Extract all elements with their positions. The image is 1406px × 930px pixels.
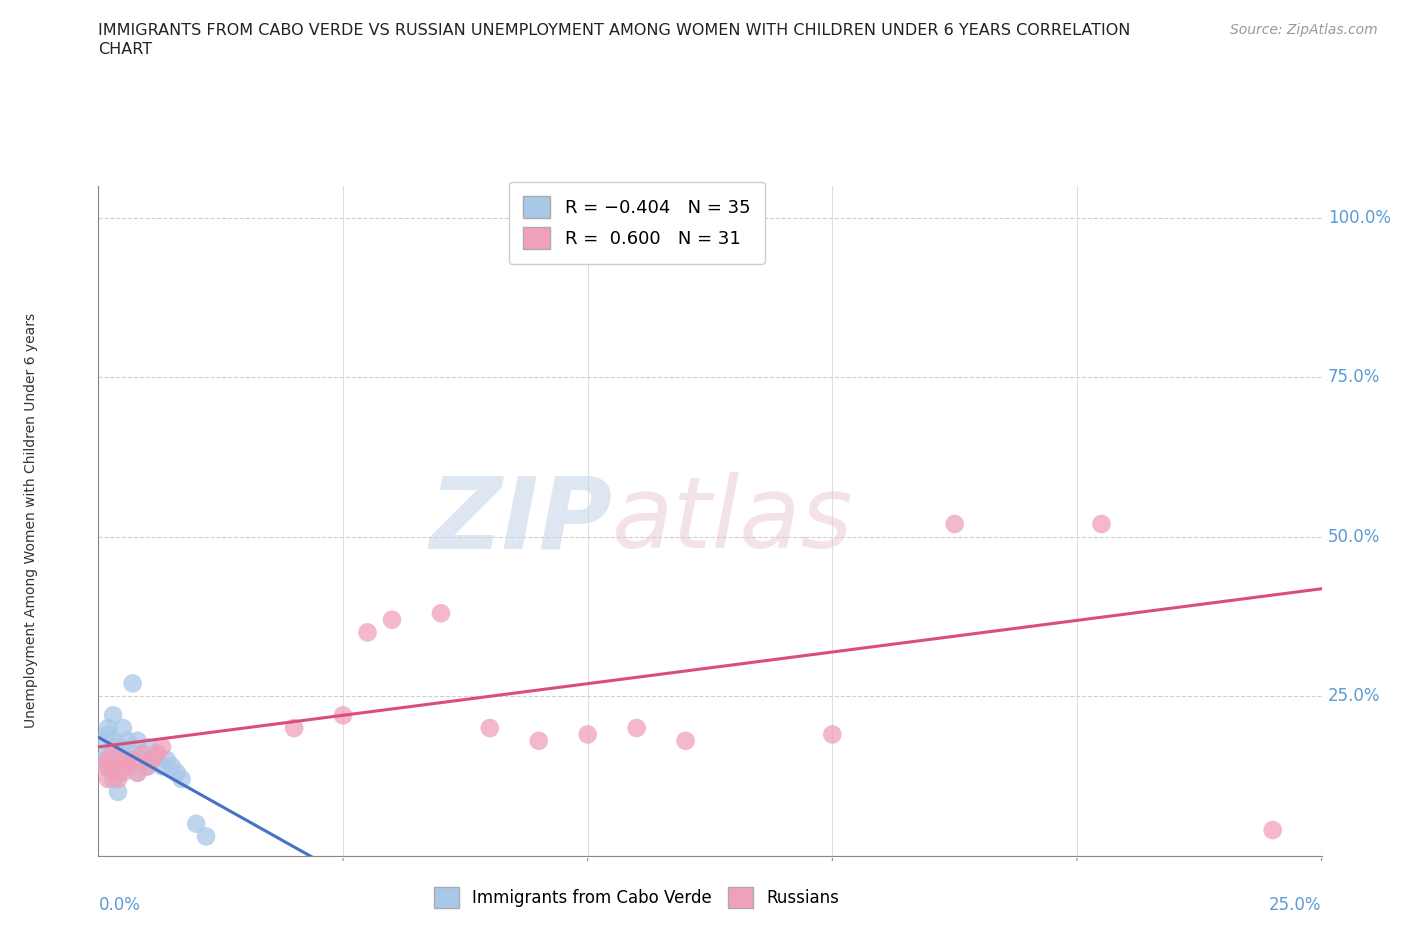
- Point: [186, 817, 208, 831]
- Point: [101, 765, 124, 780]
- Point: [146, 746, 169, 761]
- Point: [91, 752, 114, 767]
- Point: [97, 752, 120, 767]
- Point: [170, 772, 193, 787]
- Point: [107, 739, 129, 754]
- Point: [101, 734, 124, 749]
- Text: IMMIGRANTS FROM CABO VERDE VS RUSSIAN UNEMPLOYMENT AMONG WOMEN WITH CHILDREN UND: IMMIGRANTS FROM CABO VERDE VS RUSSIAN UN…: [98, 23, 1130, 38]
- Point: [91, 734, 114, 749]
- Point: [97, 721, 120, 736]
- Point: [111, 721, 134, 736]
- Point: [91, 759, 114, 774]
- Point: [283, 721, 305, 736]
- Point: [97, 772, 120, 787]
- Point: [136, 759, 159, 774]
- Point: [150, 759, 173, 774]
- Text: 100.0%: 100.0%: [1327, 209, 1391, 227]
- Point: [101, 772, 124, 787]
- Point: [527, 734, 550, 749]
- Point: [1090, 516, 1112, 531]
- Point: [195, 829, 218, 844]
- Text: ZIP: ZIP: [429, 472, 612, 569]
- Text: Source: ZipAtlas.com: Source: ZipAtlas.com: [1230, 23, 1378, 37]
- Point: [576, 727, 599, 742]
- Point: [97, 746, 120, 761]
- Point: [101, 752, 124, 767]
- Point: [478, 721, 501, 736]
- Point: [97, 727, 120, 742]
- Point: [117, 734, 139, 749]
- Text: CHART: CHART: [98, 42, 152, 57]
- Point: [107, 772, 129, 787]
- Point: [430, 605, 453, 620]
- Point: [107, 765, 129, 780]
- Point: [136, 739, 159, 754]
- Point: [121, 752, 143, 767]
- Text: 75.0%: 75.0%: [1327, 368, 1381, 386]
- Point: [127, 765, 149, 780]
- Point: [111, 739, 134, 754]
- Text: 50.0%: 50.0%: [1327, 527, 1381, 546]
- Point: [943, 516, 966, 531]
- Point: [146, 746, 169, 761]
- Text: Unemployment Among Women with Children Under 6 years: Unemployment Among Women with Children U…: [24, 313, 38, 728]
- Point: [121, 676, 143, 691]
- Point: [1261, 823, 1284, 838]
- Point: [101, 746, 124, 761]
- Point: [527, 210, 550, 225]
- Point: [107, 759, 129, 774]
- Point: [117, 752, 139, 767]
- Text: 0.0%: 0.0%: [98, 896, 141, 914]
- Point: [107, 752, 129, 767]
- Point: [141, 752, 163, 767]
- Point: [131, 746, 153, 761]
- Point: [626, 721, 648, 736]
- Legend: Immigrants from Cabo Verde, Russians: Immigrants from Cabo Verde, Russians: [427, 881, 846, 914]
- Point: [97, 759, 120, 774]
- Point: [107, 784, 129, 799]
- Point: [111, 765, 134, 780]
- Text: 25.0%: 25.0%: [1327, 687, 1381, 705]
- Point: [111, 759, 134, 774]
- Point: [127, 734, 149, 749]
- Point: [156, 752, 179, 767]
- Point: [675, 734, 697, 749]
- Point: [160, 759, 183, 774]
- Point: [332, 708, 354, 723]
- Point: [117, 759, 139, 774]
- Point: [136, 759, 159, 774]
- Point: [356, 625, 378, 640]
- Point: [141, 752, 163, 767]
- Point: [166, 765, 188, 780]
- Text: 25.0%: 25.0%: [1270, 896, 1322, 914]
- Point: [121, 746, 143, 761]
- Point: [101, 708, 124, 723]
- Point: [381, 612, 404, 627]
- Point: [150, 739, 173, 754]
- Point: [127, 765, 149, 780]
- Point: [111, 752, 134, 767]
- Point: [821, 727, 844, 742]
- Point: [131, 746, 153, 761]
- Text: atlas: atlas: [612, 472, 853, 569]
